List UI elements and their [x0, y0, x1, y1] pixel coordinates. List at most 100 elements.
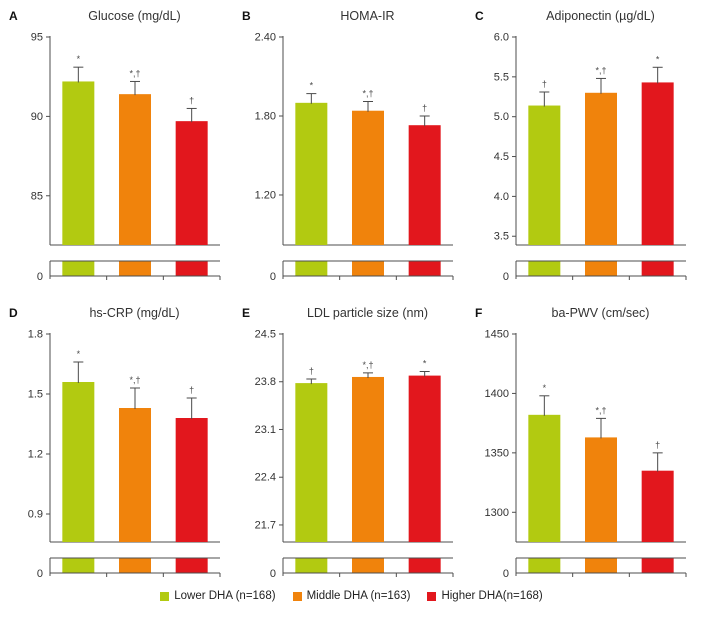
bar-base-stub	[352, 558, 384, 573]
y-tick-label: 0.9	[28, 509, 43, 521]
legend: Lower DHA (n=168) Middle DHA (n=163) Hig…	[0, 590, 703, 602]
panel-letter: E	[242, 306, 251, 320]
y-tick-label: 5.5	[494, 71, 509, 83]
y-tick-label: 1.80	[255, 110, 276, 122]
significance-marker: *	[543, 383, 547, 393]
bar-base-stub	[528, 261, 561, 276]
bar-base-stub	[175, 558, 208, 573]
y-tick-label: 6.0	[494, 32, 509, 44]
y-tick-label: 21.7	[255, 519, 276, 531]
bar	[175, 121, 208, 245]
panel-header: A Glucose (mg/dL)	[4, 6, 231, 27]
legend-swatch-lower-dha	[160, 591, 170, 601]
panel-title: HOMA-IR	[340, 9, 395, 23]
y-tick-label: 22.4	[255, 472, 276, 484]
y-tick-label: 1.20	[255, 189, 276, 201]
y-tick-label: 3.5	[494, 231, 509, 243]
panel-letter: D	[9, 306, 19, 320]
y-tick-label: 1400	[485, 388, 509, 400]
legend-label: Higher DHA(n=168)	[441, 590, 543, 602]
bar-base-stub	[119, 558, 151, 573]
y-tick-label: 1450	[485, 329, 509, 341]
bar	[641, 82, 674, 245]
y-tick-label: 4.0	[494, 191, 509, 203]
zero-tick-label: 0	[270, 271, 276, 283]
bar-base-stub	[408, 261, 441, 276]
bar	[119, 94, 151, 245]
bar-chart-adiponectin: 3.5 4.0 4.5 5.0 5.5 6.0 0 † *,† *	[494, 32, 687, 283]
bar-base-stub	[641, 261, 674, 276]
legend-label: Middle DHA (n=163)	[306, 590, 411, 602]
bar	[641, 470, 674, 542]
y-tick-label: 95	[31, 32, 43, 44]
y-tick-label: 1.2	[28, 449, 43, 461]
bar-base-stub	[641, 558, 674, 573]
significance-marker: *	[310, 81, 314, 91]
significance-marker: *	[77, 349, 81, 359]
y-tick-label: 90	[31, 111, 43, 123]
y-tick-label: 1.8	[28, 329, 43, 341]
y-tick-label: 4.5	[494, 151, 509, 163]
panel-letter: F	[475, 306, 483, 320]
legend-item-middle-dha: Middle DHA (n=163)	[292, 590, 411, 602]
zero-tick-label: 0	[270, 568, 276, 580]
significance-marker: *,†	[595, 65, 606, 75]
bar-base-stub	[528, 558, 561, 573]
bar-chart-ba-pwv: 1300 1350 1400 1450 0 * *,† †	[485, 329, 687, 580]
significance-marker: *	[423, 359, 427, 369]
bar-base-stub	[295, 558, 328, 573]
y-tick-label: 5.0	[494, 111, 509, 123]
significance-marker: *,†	[129, 375, 140, 385]
bar-base-stub	[585, 558, 617, 573]
zero-tick-label: 0	[503, 271, 509, 283]
legend-label: Lower DHA (n=168)	[174, 590, 276, 602]
panel-glucose: A Glucose (mg/dL) 85 90 95 0 * *,† †	[4, 6, 231, 285]
panel-adiponectin: C Adiponectin (µg/dL) 3.5 4.0 4.5 5.0 5.5 6.0…	[470, 6, 697, 285]
bar	[62, 382, 95, 542]
panel-header: D hs-CRP (mg/dL)	[4, 303, 231, 324]
significance-marker: *,†	[129, 68, 140, 78]
panel-header: F ba-PWV (cm/sec)	[470, 303, 697, 324]
zero-tick-label: 0	[37, 568, 43, 580]
bar-base-stub	[62, 558, 95, 573]
bar	[119, 408, 151, 542]
bar	[408, 375, 441, 542]
panel-letter: B	[242, 9, 252, 23]
panel-ldl-particle-size: E LDL particle size (nm) 21.7 22.4 23.1 23.…	[237, 303, 464, 582]
significance-marker: †	[542, 79, 547, 89]
bar-base-stub	[175, 261, 208, 276]
panel-homa-ir: B HOMA-IR 1.20 1.80 2.40 0 * *,† †	[237, 6, 464, 285]
legend-item-lower-dha: Lower DHA (n=168)	[160, 590, 276, 602]
y-tick-label: 85	[31, 190, 43, 202]
bar	[295, 383, 328, 542]
y-tick-label: 24.5	[255, 329, 276, 341]
significance-marker: *,†	[595, 405, 606, 415]
significance-marker: †	[189, 95, 194, 105]
panel-grid: A Glucose (mg/dL) 85 90 95 0 * *,† † B HOMA-IR…	[4, 6, 697, 582]
significance-marker: *,†	[362, 360, 373, 370]
bar-chart-hs-crp: 0.9 1.2 1.5 1.8 0 * *,† †	[28, 329, 221, 580]
bar-base-stub	[352, 261, 384, 276]
bar	[528, 414, 561, 542]
significance-marker: *,†	[362, 89, 373, 99]
panel-header: B HOMA-IR	[237, 6, 464, 27]
y-tick-label: 23.8	[255, 376, 276, 388]
y-tick-label: 1.5	[28, 389, 43, 401]
panel-title: ba-PWV (cm/sec)	[551, 306, 650, 320]
zero-tick-label: 0	[503, 568, 509, 580]
bar-chart-homa-ir: 1.20 1.80 2.40 0 * *,† †	[255, 32, 454, 283]
panel-letter: A	[9, 9, 19, 23]
panel-ba-pwv: F ba-PWV (cm/sec) 1300 1350 1400 1450 0 * *,† †	[470, 303, 697, 582]
panel-title: Glucose (mg/dL)	[88, 9, 181, 23]
significance-marker: †	[309, 366, 314, 376]
bar	[408, 125, 441, 245]
significance-marker: *	[656, 54, 660, 64]
bar-base-stub	[585, 261, 617, 276]
bar	[175, 418, 208, 542]
bar	[295, 102, 328, 245]
legend-item-higher-dha: Higher DHA(n=168)	[427, 590, 543, 602]
significance-marker: †	[422, 103, 427, 113]
y-tick-label: 2.40	[255, 32, 276, 44]
significance-marker: *	[77, 54, 81, 64]
y-tick-label: 23.1	[255, 424, 276, 436]
